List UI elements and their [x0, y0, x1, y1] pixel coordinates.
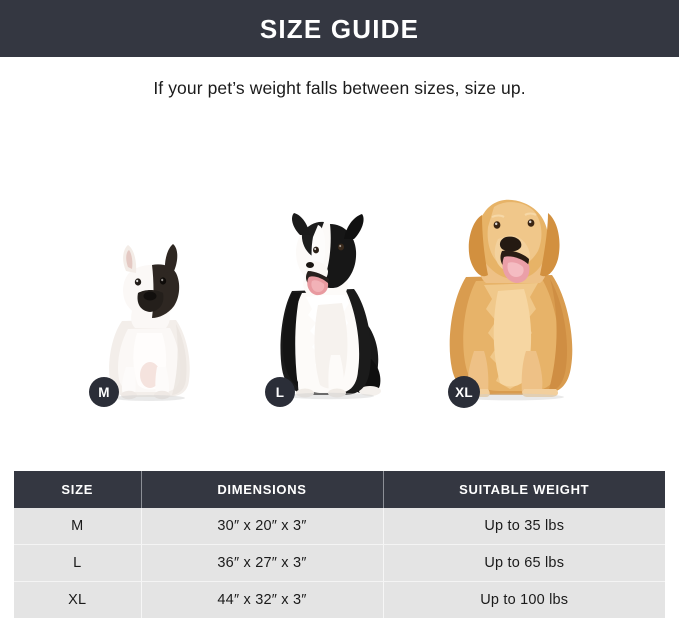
table-row: XL 44″ x 32″ x 3″ Up to 100 lbs — [14, 581, 665, 618]
size-badge-m: M — [89, 377, 119, 407]
cell-size: L — [14, 544, 142, 582]
size-guide-header-bar: SIZE GUIDE — [0, 0, 679, 57]
dog-sitting-icon — [449, 199, 573, 401]
cell-size: M — [14, 508, 142, 545]
dog-illustration-xlarge — [432, 187, 592, 401]
dog-sitting-icon — [280, 213, 381, 400]
table-body: M 30″ x 20″ x 3″ Up to 35 lbs L 36″ x 27… — [14, 508, 665, 618]
cell-weight: Up to 35 lbs — [383, 508, 665, 545]
dog-illustration-medium — [82, 229, 212, 401]
column-header-dimensions: DIMENSIONS — [141, 471, 384, 508]
column-header-size: SIZE — [14, 471, 142, 508]
sizing-note: If your pet’s weight falls between sizes… — [153, 77, 526, 98]
table-header: SIZE DIMENSIONS SUITABLE WEIGHT — [14, 471, 665, 508]
table-row: L 36″ x 27″ x 3″ Up to 65 lbs — [14, 544, 665, 582]
size-badge-xl: XL — [448, 376, 480, 408]
cell-dimensions: 36″ x 27″ x 3″ — [141, 544, 384, 582]
size-chart-table: SIZE DIMENSIONS SUITABLE WEIGHT M 30″ x … — [14, 471, 665, 618]
cell-dimensions: 30″ x 20″ x 3″ — [141, 508, 384, 545]
column-header-weight: SUITABLE WEIGHT — [383, 471, 665, 508]
table-row: M 30″ x 20″ x 3″ Up to 35 lbs — [14, 508, 665, 545]
dog-illustration-row: M — [0, 119, 679, 449]
dog-illustration-large — [258, 205, 403, 401]
subtitle-container: If your pet’s weight falls between sizes… — [0, 57, 679, 119]
dog-sitting-icon — [109, 244, 190, 401]
cell-weight: Up to 65 lbs — [383, 544, 665, 582]
table-header-row: SIZE DIMENSIONS SUITABLE WEIGHT — [14, 471, 665, 508]
cell-weight: Up to 100 lbs — [383, 581, 665, 618]
size-badge-l: L — [265, 377, 295, 407]
cell-size: XL — [14, 581, 142, 618]
page-title: SIZE GUIDE — [259, 13, 420, 44]
cell-dimensions: 44″ x 32″ x 3″ — [141, 581, 384, 618]
